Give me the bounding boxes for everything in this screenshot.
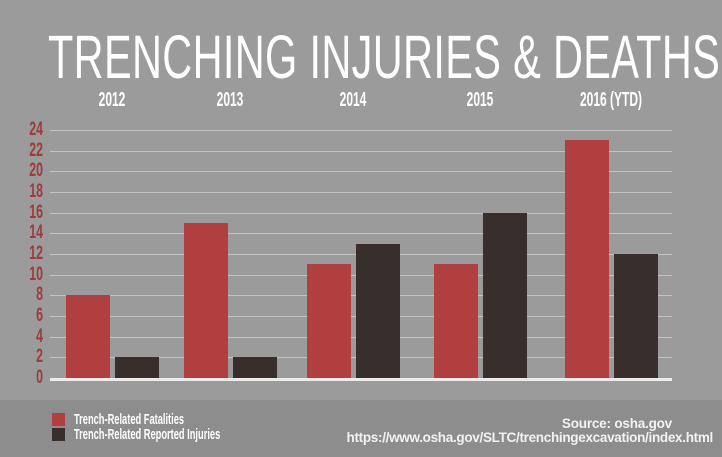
y-axis-label-16: 16 [29, 201, 43, 223]
bar-trench-related-fatalities-2014 [306, 264, 351, 378]
gridline-14 [50, 233, 672, 235]
legend-label-trench-related-reported-injuries: Trench-Related Reported Injuries [74, 426, 221, 443]
x-axis-label-2015: 2015 [466, 89, 494, 111]
gridline-16 [50, 212, 672, 214]
y-axis-label-2: 2 [36, 346, 43, 368]
chart-title: TRENCHING INJURIES & DEATHS [48, 23, 721, 91]
footer-band: Trench-Related Fatalities Trench-Related … [0, 400, 722, 457]
x-axis-baseline [50, 378, 672, 381]
y-axis-label-6: 6 [36, 305, 43, 326]
gridline-24 [50, 130, 672, 131]
source-attribution: Source: osha.gov https://www.osha.gov/SL… [347, 417, 714, 445]
x-axis-label-2016-ytd: 2016 (YTD) [579, 89, 643, 111]
y-axis-label-4: 4 [36, 325, 43, 347]
x-axis-label-2014: 2014 [339, 89, 367, 111]
y-axis-label-18: 18 [29, 181, 43, 202]
bar-trench-related-fatalities-2015 [433, 264, 478, 378]
legend-item-trench-related-reported-injuries: Trench-Related Reported Injuries [52, 426, 310, 443]
bar-trench-related-fatalities-2012 [65, 295, 110, 378]
bar-trench-related-reported-injuries-2013 [232, 357, 277, 378]
x-axis-label-2013: 2013 [216, 89, 244, 111]
legend-swatch-trench-related-fatalities [52, 413, 65, 426]
legend: Trench-Related Fatalities Trench-Related … [52, 411, 310, 443]
x-axis-label-2012: 2012 [98, 89, 126, 111]
gridline-22 [50, 150, 672, 152]
gridline-20 [50, 171, 672, 173]
y-axis-label-22: 22 [29, 139, 43, 161]
y-axis-label-14: 14 [29, 222, 43, 244]
legend-label-trench-related-fatalities: Trench-Related Fatalities [74, 411, 185, 428]
bar-trench-related-reported-injuries-2015 [482, 212, 527, 378]
y-axis-label-10: 10 [29, 263, 43, 285]
bar-trench-related-reported-injuries-2016-ytd [613, 254, 658, 378]
bar-trench-related-fatalities-2016-ytd [564, 140, 609, 378]
y-axis-label-12: 12 [29, 243, 43, 264]
bar-trench-related-reported-injuries-2012 [114, 357, 159, 378]
y-axis-label-0: 0 [36, 367, 43, 388]
bar-trench-related-fatalities-2013 [183, 223, 228, 378]
y-axis-label-20: 20 [29, 160, 43, 182]
legend-item-trench-related-fatalities: Trench-Related Fatalities [52, 411, 310, 428]
gridline-18 [50, 192, 672, 193]
y-axis-label-24: 24 [29, 119, 43, 140]
legend-swatch-trench-related-reported-injuries [52, 428, 65, 441]
bar-trench-related-reported-injuries-2014 [355, 243, 400, 378]
y-axis-label-8: 8 [36, 284, 43, 306]
source-label: Source: osha.gov [561, 416, 672, 431]
source-url: https://www.osha.gov/SLTC/trenchingexcav… [346, 430, 714, 445]
